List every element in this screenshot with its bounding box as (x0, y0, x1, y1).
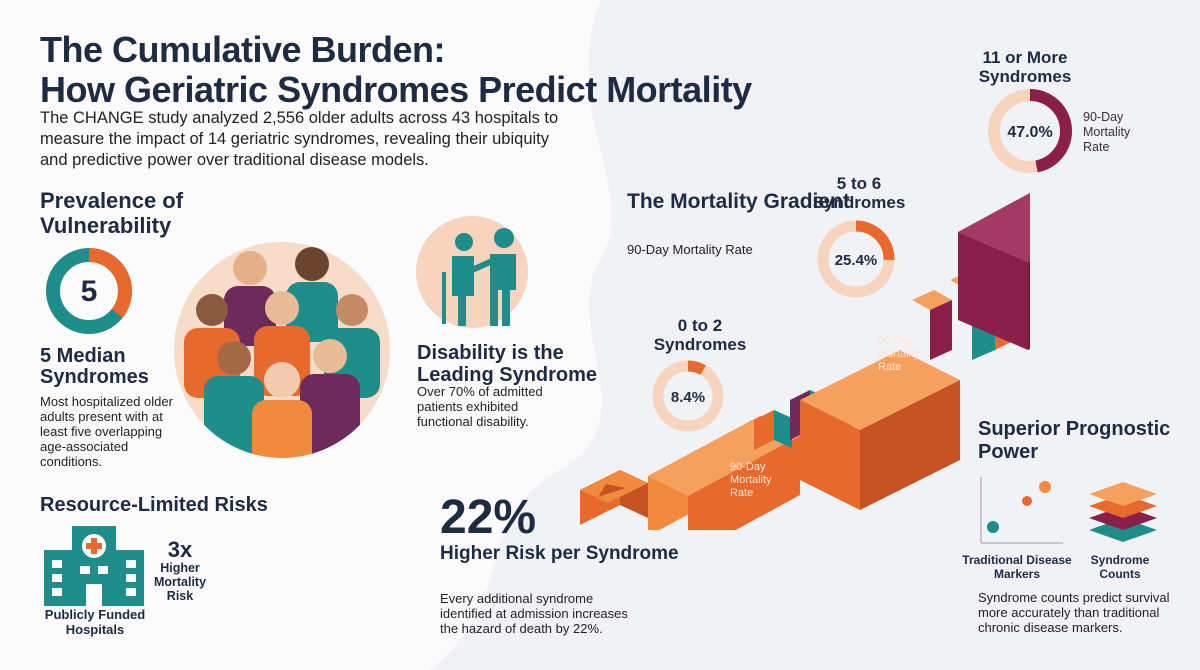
tier-0-2-value: 8.4% (671, 389, 705, 406)
tier-11-value: 47.0% (1007, 124, 1052, 141)
tier-5-6-label: 5 to 6 Syndromes (812, 174, 906, 212)
disability-text: Over 70% of admitted patients exhibited … (417, 384, 543, 429)
tier-0-2-donut: 8.4% (652, 360, 724, 432)
step1-rate-line1: 90-Day (730, 461, 766, 473)
risk-percent: 22% (440, 491, 537, 544)
intro-paragraph: The CHANGE study analyzed 2,556 older ad… (40, 109, 559, 169)
median-donut-value: 5 (81, 275, 98, 308)
tier-0-2-arc (652, 360, 724, 432)
gradient-title: The Mortality Gradient (627, 190, 850, 213)
title-line-1: The Cumulative Burden: (40, 29, 446, 70)
step2-rate-line1: 90-Day (878, 335, 914, 347)
multiplier-text: Higher Mortality Risk (153, 561, 207, 603)
step2-rate-line3: Rate (878, 361, 901, 373)
step1-rate-line3: Rate (730, 487, 753, 499)
median-title: 5 Median Syndromes (40, 345, 149, 388)
median-donut-arc (46, 248, 132, 334)
disability-title: Disability is the Leading Syndrome (417, 342, 598, 386)
gradient-subtitle: 90-Day Mortality Rate (627, 242, 753, 257)
tier-5-6-value: 25.4% (835, 252, 878, 269)
resources-heading: Resource-Limited Risks (40, 494, 268, 516)
prevalence-heading: Prevalence of Vulnerability (40, 188, 184, 238)
syndrome-caption: Syndrome Counts (1090, 553, 1150, 581)
tier-5-6-arc (817, 220, 895, 298)
tier-11-label: 11 or More Syndromes (978, 48, 1072, 86)
svg-text:90-Day Mortality Rate: 90-Day Mortality Rate (730, 461, 775, 499)
traditional-caption: Traditional Disease Markers (962, 553, 1072, 581)
step2-rate-line2: Mortality (878, 348, 920, 360)
risk-text: Every additional syndrome identified at … (440, 591, 628, 636)
tier-11-arc (988, 89, 1072, 173)
median-text: Most hospitalized older adults present w… (40, 394, 173, 469)
disability-caregiver-icon (416, 216, 528, 328)
prognostic-title: Superior Prognostic Power (978, 418, 1171, 463)
prognostic-text: Syndrome counts predict survival more ac… (978, 590, 1170, 635)
mortality-multiplier: 3x Higher Mortality Risk (150, 537, 210, 604)
older-adults-group-illustration (174, 242, 390, 458)
median-donut-chart: 5 (46, 248, 132, 334)
tier-11-donut: 47.0% (988, 89, 1072, 173)
tier-11-rate-label: 90-Day Mortality Rate (1083, 110, 1131, 154)
hospital-icon (44, 526, 144, 606)
step1-rate-line2: Mortality (730, 474, 772, 486)
svg-text:90-Day Mortality Rate: 90-Day Mortality Rate (878, 335, 923, 373)
syndrome-layers-icon (1089, 482, 1157, 542)
page-title: The Cumulative Burden: How Geriatric Syn… (40, 30, 752, 110)
title-line-2: How Geriatric Syndromes Predict Mortalit… (40, 69, 752, 110)
mortality-gradient-staircase: 90-Day Mortality Rate 90-Day Mortality R… (580, 192, 1030, 530)
risk-title: Higher Risk per Syndrome (440, 543, 679, 564)
tier-5-6-donut: 25.4% (817, 220, 895, 298)
traditional-markers-scatter-icon (980, 477, 1063, 544)
multiplier-value: 3x (167, 537, 193, 562)
tier-0-2-label: 0 to 2 Syndromes (653, 316, 747, 354)
hospital-caption: Publicly Funded Hospitals (44, 607, 146, 637)
